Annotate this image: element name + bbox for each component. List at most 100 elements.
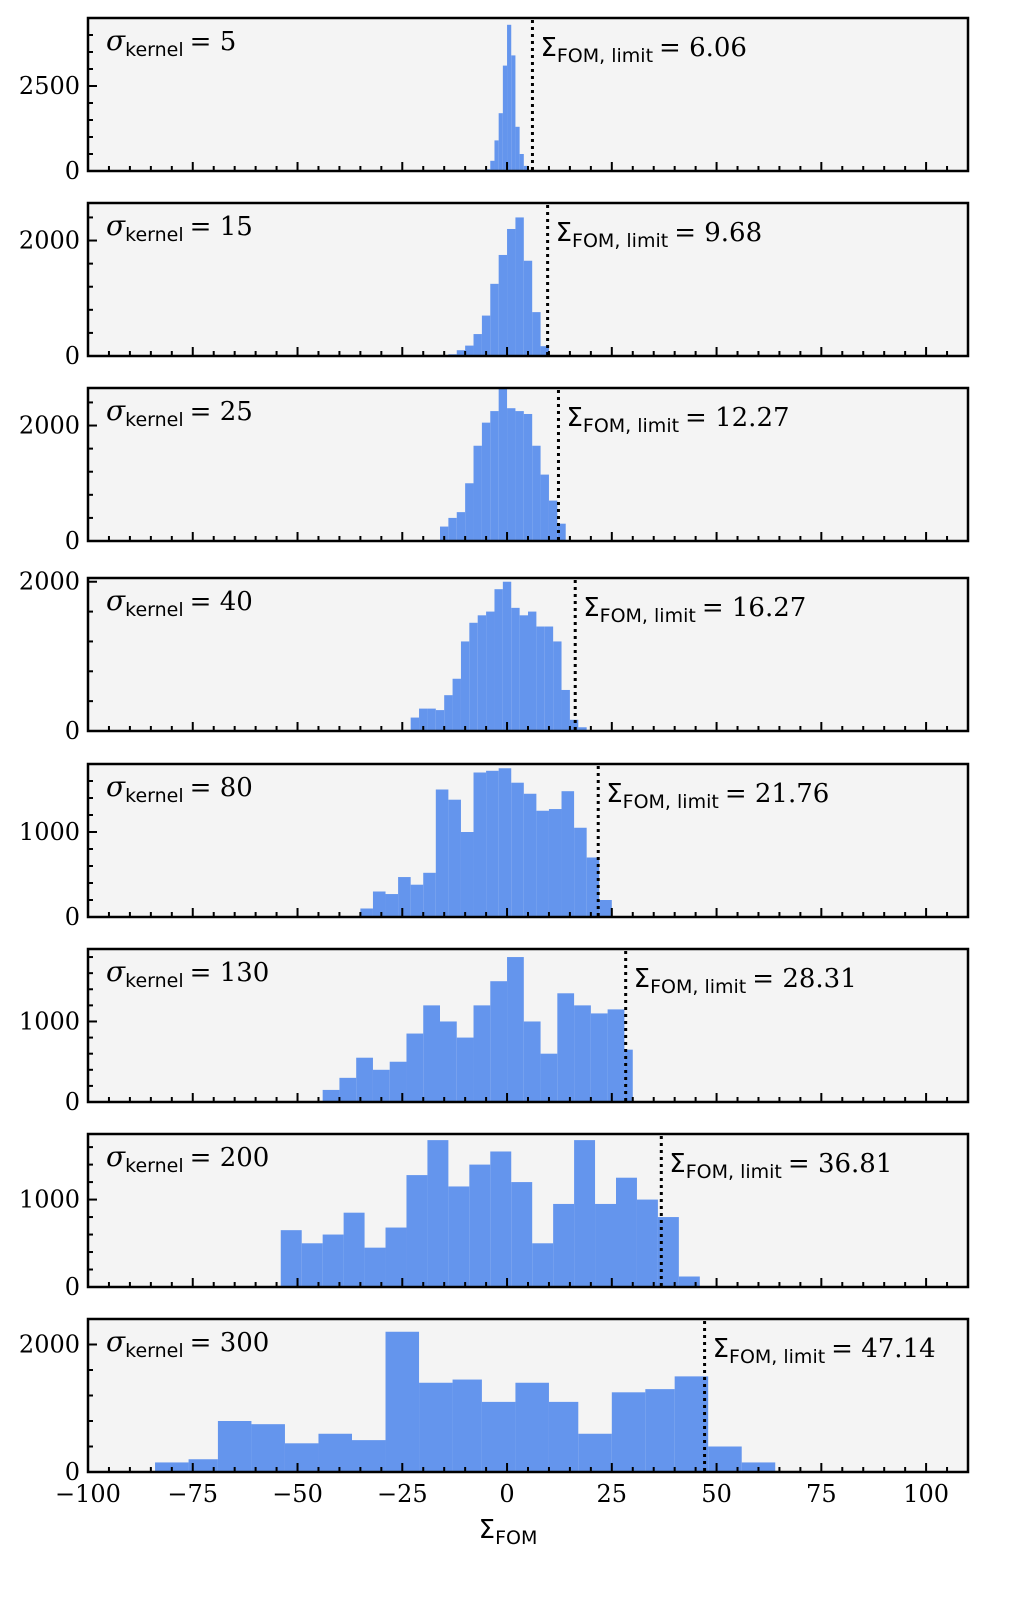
histogram-bar bbox=[385, 1227, 407, 1287]
histogram-bar bbox=[678, 1276, 700, 1287]
panel-frame bbox=[86, 1132, 970, 1289]
limit-value: = 16.27 bbox=[702, 593, 806, 623]
panel-frame bbox=[86, 1317, 970, 1474]
kernel-value: = 40 bbox=[190, 587, 253, 617]
histogram-bar bbox=[423, 1005, 440, 1102]
panel-1: 0 2500 σkernel = 5 ΣFOM, limit = 6.06 bbox=[19, 16, 970, 185]
kernel-subscript: kernel bbox=[125, 599, 184, 621]
histogram-bar bbox=[419, 708, 428, 731]
histogram-bar bbox=[486, 770, 499, 917]
histogram-bar bbox=[657, 1217, 679, 1287]
kernel-subscript: kernel bbox=[125, 409, 184, 431]
histogram-bar bbox=[544, 626, 554, 731]
kernel-value: = 130 bbox=[190, 958, 270, 988]
limit-subscript: FOM, limit bbox=[686, 1161, 782, 1183]
histogram-bar bbox=[410, 884, 424, 917]
y-tick-label: 0 bbox=[65, 1273, 80, 1301]
limit-subscript: FOM, limit bbox=[557, 45, 653, 67]
histogram-bar bbox=[507, 24, 512, 171]
y-tick-label: 1000 bbox=[19, 1007, 80, 1035]
limit-subscript: FOM, limit bbox=[623, 791, 719, 813]
panel-7: 0 1000 σkernel = 200 ΣFOM, limit = 36.81 bbox=[19, 1132, 970, 1301]
histogram-bar bbox=[548, 809, 562, 917]
histogram-bar bbox=[561, 689, 570, 731]
histogram-bar bbox=[523, 793, 537, 917]
kernel-annotation: σkernel = 200 bbox=[106, 1140, 269, 1177]
panel-3: 0 2000 σkernel = 25 ΣFOM, limit = 12.27 bbox=[19, 386, 970, 555]
x-tick-label: 75 bbox=[806, 1480, 837, 1508]
histogram-bar bbox=[490, 1151, 512, 1287]
histogram-bar bbox=[284, 1443, 319, 1472]
x-tick-label: −50 bbox=[272, 1480, 323, 1508]
histogram-bar bbox=[494, 589, 503, 731]
panel-2: 0 2000 σkernel = 15 ΣFOM, limit = 9.68 bbox=[19, 201, 970, 370]
histogram-bar bbox=[498, 768, 512, 917]
limit-annotation: ΣFOM, limit = 47.14 bbox=[713, 1334, 936, 1368]
limit-annotation: ΣFOM, limit = 36.81 bbox=[669, 1149, 892, 1183]
histogram-bar bbox=[217, 1421, 252, 1472]
limit-subscript: FOM, limit bbox=[729, 1346, 825, 1368]
limit-value: = 28.31 bbox=[752, 964, 856, 994]
x-tick-label: −25 bbox=[377, 1480, 428, 1508]
histogram-bar bbox=[435, 789, 449, 917]
kernel-subscript: kernel bbox=[125, 970, 184, 992]
histogram-bar bbox=[515, 126, 520, 171]
histogram-bar bbox=[448, 517, 457, 541]
histogram-bar bbox=[574, 827, 587, 917]
kernel-subscript: kernel bbox=[125, 1155, 184, 1177]
histogram-bar bbox=[473, 1005, 491, 1102]
histogram-bar bbox=[460, 641, 470, 731]
histogram-bar bbox=[477, 615, 487, 731]
x-tick-label: 0 bbox=[499, 1480, 514, 1508]
limit-value: = 47.14 bbox=[831, 1334, 935, 1364]
panel-frame bbox=[86, 16, 970, 173]
histogram-bar bbox=[427, 1140, 449, 1287]
kernel-subscript: kernel bbox=[125, 39, 184, 61]
histogram-bar bbox=[389, 1061, 407, 1102]
histogram-bar bbox=[553, 641, 562, 731]
kernel-annotation: σkernel = 25 bbox=[106, 394, 253, 431]
histogram-bar bbox=[519, 154, 524, 171]
histogram-bar bbox=[456, 350, 466, 356]
limit-symbol: Σ bbox=[583, 593, 599, 623]
histogram-bar bbox=[523, 413, 533, 541]
kernel-symbol: σ bbox=[106, 1325, 126, 1358]
kernel-symbol: σ bbox=[106, 1140, 126, 1173]
kernel-annotation: σkernel = 15 bbox=[106, 209, 253, 246]
x-tick-label: 100 bbox=[903, 1480, 949, 1508]
histogram-bar bbox=[540, 474, 549, 541]
histogram-bar bbox=[507, 228, 516, 356]
kernel-symbol: σ bbox=[106, 394, 126, 427]
histogram-bar bbox=[511, 1182, 533, 1287]
histogram-bar bbox=[423, 872, 436, 917]
limit-value: = 12.27 bbox=[685, 403, 789, 433]
y-tick-label: 1000 bbox=[19, 818, 80, 846]
limit-annotation: ΣFOM, limit = 9.68 bbox=[556, 218, 763, 252]
histogram-bar bbox=[490, 411, 499, 541]
histogram-bar bbox=[528, 611, 537, 731]
limit-subscript: FOM, limit bbox=[572, 230, 668, 252]
histogram-bar bbox=[523, 1021, 541, 1102]
histogram-bar bbox=[515, 217, 524, 356]
limit-symbol: Σ bbox=[713, 1334, 729, 1364]
histogram-bar bbox=[322, 1234, 344, 1287]
histogram-bar bbox=[548, 500, 558, 541]
histogram-bar bbox=[561, 791, 575, 917]
histogram-bar bbox=[507, 957, 524, 1102]
limit-symbol: Σ bbox=[556, 218, 572, 248]
histogram-bar bbox=[339, 1077, 357, 1102]
histogram-bar bbox=[460, 832, 474, 917]
histogram-bar bbox=[435, 710, 445, 731]
histogram-bar bbox=[481, 422, 491, 541]
limit-value: = 21.76 bbox=[725, 779, 829, 809]
histogram-bar bbox=[452, 1379, 482, 1472]
histogram-bar bbox=[448, 1186, 470, 1287]
histogram-bar bbox=[540, 1053, 558, 1102]
histogram-bar bbox=[511, 782, 524, 917]
histogram-bar bbox=[578, 727, 587, 731]
kernel-value: = 200 bbox=[190, 1143, 270, 1173]
limit-subscript: FOM, limit bbox=[650, 976, 746, 998]
histogram-bar bbox=[586, 857, 600, 917]
kernel-annotation: σkernel = 80 bbox=[106, 770, 253, 807]
